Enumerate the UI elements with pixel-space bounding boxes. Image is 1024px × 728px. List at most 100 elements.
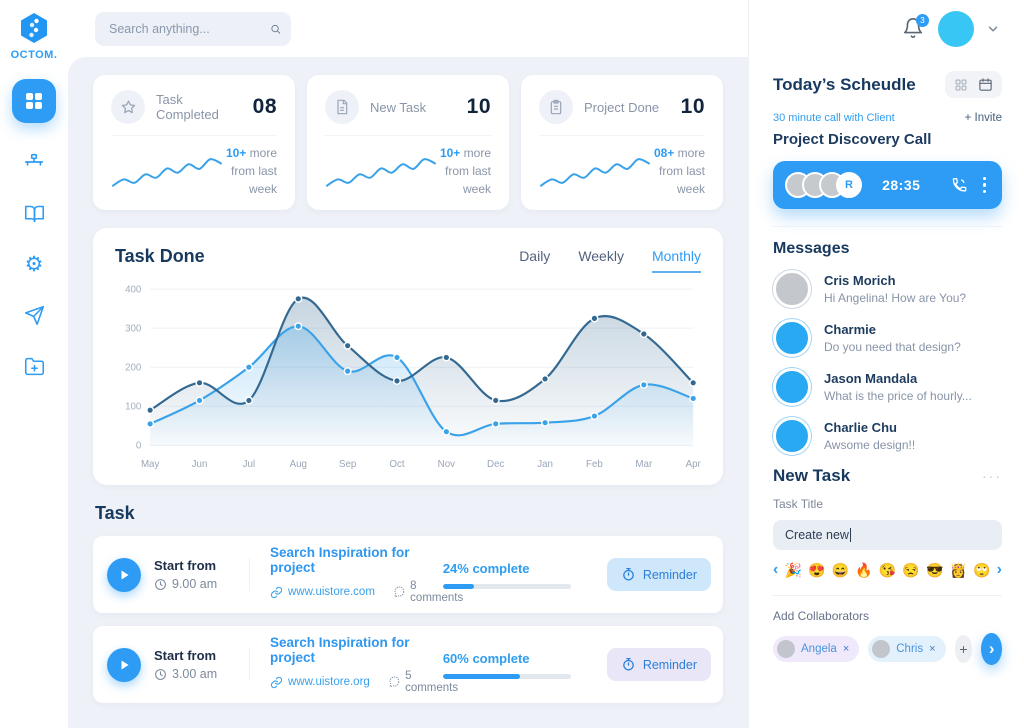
star-icon: [111, 90, 145, 124]
emoji-button[interactable]: 👸: [949, 562, 967, 578]
data-point: [590, 314, 599, 323]
chevron-down-icon[interactable]: [986, 22, 1000, 36]
sidebar-item-tools[interactable]: [22, 150, 46, 174]
emoji-prev-button[interactable]: ‹: [773, 561, 779, 578]
series-area-light: [150, 326, 694, 446]
folder-plus-icon: [24, 357, 44, 375]
x-tick-label: May: [141, 459, 160, 470]
sidebar-item-add-folder[interactable]: [22, 354, 46, 378]
tab-monthly[interactable]: Monthly: [651, 248, 701, 273]
phone-call-button[interactable]: [950, 176, 968, 194]
call-subtitle: 30 minute call with Client: [773, 112, 895, 124]
data-point: [639, 380, 648, 389]
more-icon[interactable]: ···: [982, 468, 1002, 484]
emoji-button[interactable]: 😒: [902, 562, 920, 578]
search-input[interactable]: [109, 21, 270, 36]
stat-label: Project Done: [584, 99, 660, 115]
task-progress: 60% complete: [442, 650, 593, 679]
main-column: Task Completed 08 10+ more from last wee…: [68, 0, 748, 728]
invite-button[interactable]: + Invite: [964, 112, 1002, 124]
add-collaborator-button[interactable]: +: [954, 635, 973, 663]
phone-icon: [952, 178, 966, 192]
data-point: [146, 419, 155, 428]
timer-icon: [623, 567, 634, 581]
avatar: [773, 270, 811, 308]
submit-task-button[interactable]: ›: [981, 633, 1002, 665]
data-point: [343, 341, 352, 350]
dashboard-grid-icon: [26, 93, 42, 109]
reminder-button[interactable]: Reminder: [606, 648, 711, 681]
participant-avatar-letter: R: [836, 172, 862, 198]
x-tick-label: Sep: [339, 459, 357, 470]
start-time-value: 3.00 am: [172, 667, 218, 681]
emoji-button[interactable]: 😎: [925, 562, 944, 578]
call-timer: 28:35: [882, 177, 921, 193]
call-more-menu[interactable]: [981, 175, 989, 196]
emoji-button[interactable]: 😍: [808, 562, 826, 578]
collaborator-chip[interactable]: Chris ×: [868, 636, 946, 662]
avatar: [773, 368, 811, 406]
search-box[interactable]: [95, 11, 291, 46]
data-point: [392, 353, 402, 362]
grid-view-icon[interactable]: [954, 78, 968, 92]
divider: [773, 595, 1002, 596]
collaborator-chip[interactable]: Angela ×: [773, 636, 860, 662]
remove-collaborator-icon[interactable]: ×: [929, 643, 936, 655]
message-item[interactable]: Cris Morich Hi Angelina! How are You?: [773, 270, 1002, 308]
emoji-button[interactable]: 😘: [878, 562, 897, 578]
sidebar-item-dashboard[interactable]: [12, 79, 56, 123]
task-title-input[interactable]: Create new: [773, 520, 1002, 550]
stat-card-project-done: Project Done 10 08+ more from last week: [521, 75, 723, 210]
message-item[interactable]: Charmie Do you need that design?: [773, 319, 1002, 357]
emoji-button[interactable]: 🙄: [973, 562, 991, 578]
task-comments[interactable]: 5 comments: [388, 670, 460, 694]
x-tick-label: Nov: [438, 459, 455, 470]
data-point: [343, 367, 352, 376]
progress-label: 60% complete: [442, 650, 530, 666]
bell-icon: [903, 17, 923, 38]
schedule-view-toggle: [945, 71, 1002, 98]
remove-collaborator-icon[interactable]: ×: [842, 643, 850, 655]
calendar-view-icon[interactable]: [978, 77, 993, 92]
emoji-next-button[interactable]: ›: [996, 561, 1002, 578]
task-start-column: Start from 3.00 am: [154, 648, 250, 681]
active-call-bar: R 28:35: [773, 161, 1002, 209]
task-link[interactable]: www.uistore.com: [270, 586, 375, 599]
right-panel: 3 Today’s Scheudle 30 minute call with C…: [748, 0, 1024, 728]
emoji-button[interactable]: 🔥: [855, 562, 873, 578]
tab-daily[interactable]: Daily: [519, 248, 551, 264]
message-sender: Charmie: [824, 322, 877, 337]
stats-row: Task Completed 08 10+ more from last wee…: [93, 75, 723, 210]
emoji-button[interactable]: 🎉: [784, 562, 802, 578]
data-point: [442, 427, 451, 436]
message-preview: Awsome design!!: [824, 438, 916, 452]
sidebar-item-send[interactable]: [22, 303, 46, 327]
stat-sparkline: [111, 148, 223, 198]
tools-icon: [24, 153, 44, 166]
data-point: [244, 363, 253, 372]
x-tick-label: Jun: [192, 459, 208, 470]
task-title[interactable]: Search Inspiration for project: [270, 635, 410, 665]
task-comments[interactable]: 8 comments: [393, 580, 465, 604]
reminder-button[interactable]: Reminder: [606, 558, 711, 591]
tab-weekly[interactable]: Weekly: [578, 248, 624, 264]
task-title-column: Search Inspiration for project www.uisto…: [270, 545, 463, 604]
emoji-button[interactable]: 😄: [831, 562, 850, 578]
play-button[interactable]: [107, 647, 141, 682]
task-title-label: Task Title: [773, 497, 824, 511]
task-title[interactable]: Search Inspiration for project: [270, 545, 410, 575]
start-time-value: 9.00 am: [172, 577, 218, 591]
sidebar-item-library[interactable]: [22, 201, 46, 225]
notifications-button[interactable]: 3: [902, 13, 929, 41]
play-icon: [121, 570, 129, 579]
message-item[interactable]: Jason Mandala What is the price of hourl…: [773, 368, 1002, 406]
stat-sparkline: [539, 148, 651, 198]
progress-label: 24% complete: [442, 560, 530, 576]
play-button[interactable]: [107, 557, 141, 592]
message-item[interactable]: Charlie Chu Awsome design!!: [773, 417, 1002, 455]
user-avatar[interactable]: [938, 10, 974, 47]
sidebar-item-settings[interactable]: ⚙: [22, 252, 46, 276]
collaborators-label: Add Collaborators: [773, 609, 870, 623]
brand-name: OCTOM.: [10, 49, 58, 61]
task-link[interactable]: www.uistore.org: [270, 676, 370, 689]
